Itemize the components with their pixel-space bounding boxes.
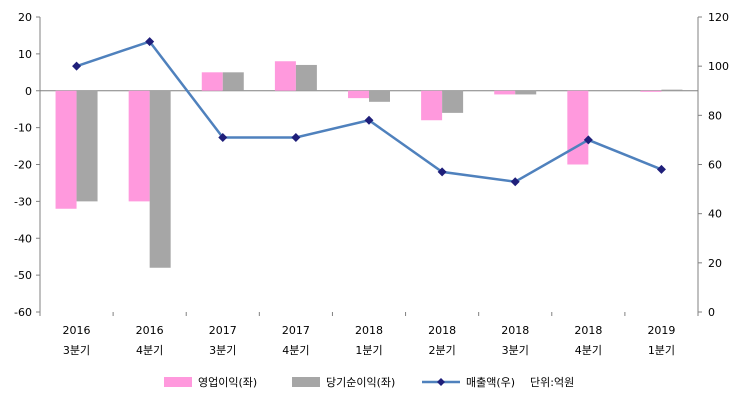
revenue-point xyxy=(145,37,155,47)
right-tick-label: 120 xyxy=(708,11,729,24)
bar-operating-profit xyxy=(274,61,296,91)
bar-net-income xyxy=(295,64,317,91)
x-label-year: 2016 xyxy=(63,324,91,337)
right-tick-label: 20 xyxy=(708,257,722,270)
x-label-year: 2017 xyxy=(209,324,237,337)
left-tick-label: -30 xyxy=(14,195,32,208)
left-tick-label: -50 xyxy=(14,269,32,282)
legend-swatch-revenue-marker xyxy=(437,378,445,386)
right-tick-label: 80 xyxy=(708,109,722,122)
revenue-point xyxy=(510,177,520,187)
x-label-year: 2016 xyxy=(136,324,164,337)
bar-operating-profit xyxy=(128,90,150,202)
x-label-year: 2018 xyxy=(501,324,529,337)
legend-label: 영업이익(좌) xyxy=(198,376,257,389)
x-label-quarter: 3분기 xyxy=(502,344,529,357)
bar-operating-profit xyxy=(348,90,369,99)
revenue-point xyxy=(218,132,228,142)
bar-net-income xyxy=(515,90,537,95)
bar-operating-profit xyxy=(201,72,223,91)
revenue-point xyxy=(291,132,301,142)
bar-operating-profit xyxy=(421,90,443,121)
right-tick-label: 0 xyxy=(708,306,715,319)
unit-note: 단위:억원 xyxy=(530,376,574,389)
x-label-quarter: 3분기 xyxy=(209,344,236,357)
x-label-year: 2018 xyxy=(428,324,456,337)
x-label-quarter: 4분기 xyxy=(575,344,602,357)
x-label-quarter: 3분기 xyxy=(63,344,90,357)
left-tick-label: 0 xyxy=(25,85,32,98)
bar-net-income xyxy=(369,90,390,102)
left-tick-label: -10 xyxy=(14,122,32,135)
x-label-quarter: 1분기 xyxy=(648,344,675,357)
x-label-quarter: 4분기 xyxy=(136,344,163,357)
bars-group xyxy=(55,61,683,268)
line-series-group xyxy=(72,37,666,187)
legend-swatch-operating-profit xyxy=(164,377,192,387)
bar-operating-profit xyxy=(55,90,77,209)
left-tick-label: -60 xyxy=(14,306,32,319)
left-tick-label: 20 xyxy=(18,11,32,24)
x-label-quarter: 2분기 xyxy=(428,344,455,357)
legend-label: 당기순이익(좌) xyxy=(326,376,395,389)
x-label-year: 2017 xyxy=(282,324,310,337)
bar-operating-profit xyxy=(494,90,516,95)
bar-operating-profit xyxy=(640,90,662,92)
revenue-point xyxy=(656,164,666,174)
revenue-point xyxy=(364,115,374,125)
bar-net-income xyxy=(149,90,171,268)
bar-operating-profit xyxy=(567,90,589,165)
legend-label: 매출액(우) xyxy=(466,376,515,389)
left-tick-label: 10 xyxy=(18,48,32,61)
bar-net-income xyxy=(76,90,98,202)
x-label-quarter: 4분기 xyxy=(282,344,309,357)
x-label-quarter: 1분기 xyxy=(355,344,382,357)
bar-net-income xyxy=(442,90,464,113)
right-tick-label: 40 xyxy=(708,208,722,221)
revenue-point xyxy=(583,135,593,145)
right-tick-label: 60 xyxy=(708,159,722,172)
left-tick-label: -20 xyxy=(14,159,32,172)
legend: 영업이익(좌) 당기순이익(좌) 매출액(우) 단위:억원 xyxy=(164,376,574,389)
right-tick-label: 100 xyxy=(708,60,729,73)
x-axis-labels: 2016 3분기 2016 4분기 2017 3분기 2017 4분기 2018 1분기 2018 2… xyxy=(63,324,676,357)
x-label-year: 2018 xyxy=(574,324,602,337)
legend-swatch-net-income xyxy=(292,377,320,387)
bar-net-income xyxy=(661,89,683,91)
revenue-point xyxy=(437,167,447,177)
left-tick-label: -40 xyxy=(14,232,32,245)
bar-net-income xyxy=(222,72,244,91)
x-label-year: 2018 xyxy=(355,324,383,337)
x-label-year: 2019 xyxy=(647,324,675,337)
revenue-point xyxy=(72,61,82,71)
